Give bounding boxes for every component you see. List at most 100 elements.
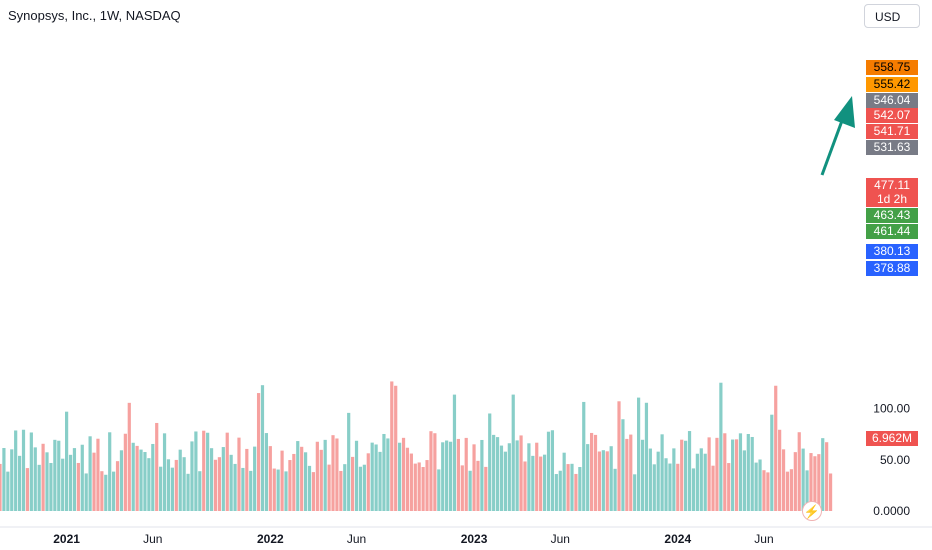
volume-bar [14,430,18,511]
volume-bar [237,437,241,511]
volume-bar [335,438,339,511]
volume-bar [303,452,308,511]
volume-bar [738,433,743,511]
volume-bar [280,450,284,511]
volume-bar [29,432,33,511]
time-tick-label: 2024 [664,532,691,546]
volume-bar [554,474,558,511]
volume-bar [429,431,433,511]
volume-bar [480,439,484,511]
volume-bar [343,464,347,511]
volume-bar [562,452,566,511]
volume-bar [695,453,699,511]
volume-bar [437,469,441,511]
volume-bar [198,471,202,511]
volume-bar [202,430,206,511]
volume-bar [76,462,80,511]
lightning-icon[interactable]: ⚡ [802,501,822,521]
price-badge: 555.42 [866,77,918,92]
volume-bar [546,431,551,511]
volume-bar [2,447,6,511]
volume-bar [319,449,323,511]
volume-bar [186,473,190,511]
volume-bar [88,436,92,511]
volume-bar [112,471,116,511]
price-badge: 546.04 [866,93,918,108]
volume-bar [750,436,754,511]
volume-bar [507,443,511,511]
volume-bar [194,431,198,511]
volume-bar [511,394,515,511]
volume-bar [476,460,480,511]
volume-bar [684,440,688,511]
price-badge: 477.11 [866,178,918,193]
volume-bar [433,433,437,511]
volume-bar [311,472,316,511]
volume-bar [425,460,429,511]
volume-bar [597,451,602,511]
volume-bar [417,462,421,511]
volume-bar [221,447,225,511]
volume-bar [162,433,167,511]
volume-bar [699,448,703,511]
volume-bar [468,470,472,511]
currency-selector-button[interactable]: USD [864,4,920,28]
volume-bar [452,394,457,511]
arrow-up-icon [834,96,855,128]
volume-bar [758,459,762,511]
volume-bar [664,458,668,511]
volume-bar [206,432,210,511]
price-badge: 380.13 [866,244,918,259]
volume-bar [409,453,413,511]
volume-bar [605,451,609,511]
volume-bar [680,439,684,511]
volume-bar [307,465,312,511]
volume-bar [159,466,163,511]
volume-bar [503,451,507,511]
time-tick-label: 2022 [257,532,284,546]
volume-bar [249,470,253,511]
volume-bar [566,464,570,511]
volume-bar [57,440,61,511]
volume-bar [711,465,715,511]
volume-bar [135,445,139,511]
volume-bar [292,453,296,511]
volume-bar [613,468,617,511]
volume-bar [723,433,727,511]
volume-bar [68,454,73,511]
volume-bar [828,473,833,511]
time-tick-label: Jun [143,532,162,546]
volume-bar [394,385,398,511]
time-tick-label: 2021 [53,532,80,546]
volume-bar [727,463,731,511]
volume-bar [229,454,233,511]
volume-bar [785,471,790,511]
volume-bar [781,449,786,511]
volume-bar [593,434,598,511]
time-tick-label: Jun [754,532,773,546]
volume-bar [754,462,758,511]
volume-bar [272,468,276,511]
volume-bar [276,469,280,511]
volume-bar [347,412,351,511]
volume-bar [390,381,394,511]
volume-bar [284,471,288,511]
volume-bar [691,468,696,511]
volume-bar [143,452,147,511]
volume-bar [72,448,77,511]
volume-bar [805,470,809,511]
volume-bar [288,460,292,511]
volume-bar [209,448,214,511]
volume-bar [213,459,218,511]
volume-bar [472,444,476,511]
volume-bar [813,456,817,511]
volume-bar [260,385,265,511]
volume-bar [421,467,425,511]
volume-bar [817,454,821,511]
chart-title: Synopsys, Inc., 1W, NASDAQ [8,8,181,23]
volume-bar [80,444,84,511]
volume-bar [374,444,378,511]
volume-bar [21,429,26,511]
volume-bar [495,437,500,511]
